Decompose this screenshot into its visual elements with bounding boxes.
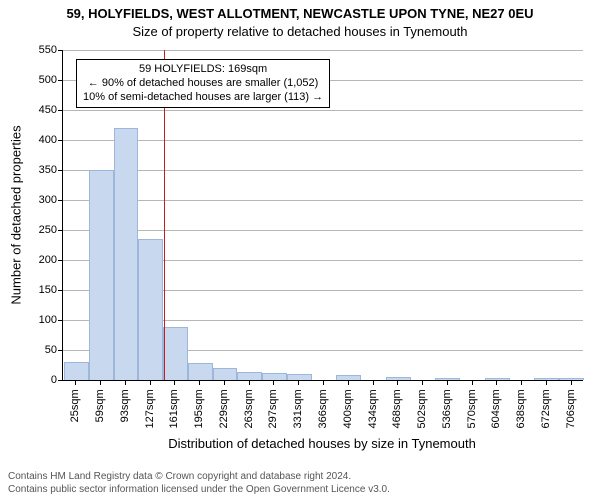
- y-tick-label: 250: [39, 224, 63, 236]
- x-tick-mark: [571, 380, 572, 385]
- x-tick-label: 25sqm: [69, 389, 81, 422]
- bar: [64, 362, 89, 380]
- x-tick-mark: [174, 380, 175, 385]
- gridline: [63, 50, 583, 51]
- bar: [114, 128, 139, 380]
- x-tick-label: 93sqm: [119, 389, 131, 422]
- x-tick-mark: [323, 380, 324, 385]
- x-tick-mark: [224, 380, 225, 385]
- x-tick-label: 706sqm: [565, 389, 577, 428]
- x-tick-mark: [373, 380, 374, 385]
- x-tick-label: 161sqm: [168, 389, 180, 428]
- x-tick-label: 127sqm: [144, 389, 156, 428]
- y-tick-label: 450: [39, 104, 63, 116]
- x-tick-mark: [298, 380, 299, 385]
- x-tick-mark: [150, 380, 151, 385]
- x-tick-mark: [447, 380, 448, 385]
- annotation-line: 59 HOLYFIELDS: 169sqm: [83, 63, 323, 77]
- x-tick-mark: [75, 380, 76, 385]
- gridline: [63, 110, 583, 111]
- x-tick-label: 331sqm: [292, 389, 304, 428]
- gridline: [63, 140, 583, 141]
- x-tick-label: 672sqm: [540, 389, 552, 428]
- x-tick-label: 604sqm: [490, 389, 502, 428]
- x-tick-label: 229sqm: [218, 389, 230, 428]
- y-tick-label: 0: [51, 374, 63, 386]
- x-tick-label: 263sqm: [243, 389, 255, 428]
- x-tick-label: 297sqm: [267, 389, 279, 428]
- bar: [188, 363, 213, 380]
- plot-area: 05010015020025030035040045050055025sqm59…: [62, 50, 583, 381]
- y-tick-label: 300: [39, 194, 63, 206]
- y-tick-label: 100: [39, 314, 63, 326]
- footer-line: Contains HM Land Registry data © Crown c…: [8, 471, 390, 484]
- x-axis-label: Distribution of detached houses by size …: [168, 436, 476, 451]
- y-tick-label: 500: [39, 74, 63, 86]
- x-tick-mark: [496, 380, 497, 385]
- bar: [163, 327, 188, 380]
- x-tick-label: 366sqm: [317, 389, 329, 428]
- x-tick-label: 570sqm: [466, 389, 478, 428]
- x-tick-mark: [348, 380, 349, 385]
- x-tick-mark: [100, 380, 101, 385]
- y-tick-label: 550: [39, 44, 63, 56]
- annotation-box: 59 HOLYFIELDS: 169sqm← 90% of detached h…: [76, 59, 330, 108]
- bar: [138, 239, 163, 380]
- x-tick-label: 468sqm: [391, 389, 403, 428]
- x-tick-mark: [546, 380, 547, 385]
- y-tick-label: 200: [39, 254, 63, 266]
- x-tick-mark: [397, 380, 398, 385]
- x-tick-label: 536sqm: [441, 389, 453, 428]
- x-tick-label: 195sqm: [193, 389, 205, 428]
- bar: [262, 373, 287, 380]
- bar: [213, 368, 238, 380]
- y-tick-label: 400: [39, 134, 63, 146]
- x-tick-mark: [472, 380, 473, 385]
- y-tick-label: 50: [45, 344, 63, 356]
- annotation-line: ← 90% of detached houses are smaller (1,…: [83, 77, 323, 91]
- gridline: [63, 200, 583, 201]
- y-axis-label: Number of detached properties: [9, 125, 24, 304]
- footer-text: Contains HM Land Registry data © Crown c…: [8, 471, 390, 496]
- x-tick-label: 59sqm: [94, 389, 106, 422]
- y-tick-label: 150: [39, 284, 63, 296]
- gridline: [63, 230, 583, 231]
- annotation-line: 10% of semi-detached houses are larger (…: [83, 91, 323, 105]
- x-tick-mark: [249, 380, 250, 385]
- chart-subtitle: Size of property relative to detached ho…: [0, 22, 600, 39]
- x-tick-label: 434sqm: [367, 389, 379, 428]
- x-tick-label: 638sqm: [515, 389, 527, 428]
- x-tick-mark: [273, 380, 274, 385]
- x-tick-mark: [521, 380, 522, 385]
- x-tick-label: 400sqm: [342, 389, 354, 428]
- x-tick-mark: [199, 380, 200, 385]
- bar: [89, 170, 114, 380]
- x-tick-label: 502sqm: [416, 389, 428, 428]
- gridline: [63, 170, 583, 171]
- footer-line: Contains public sector information licen…: [8, 484, 390, 497]
- chart-title: 59, HOLYFIELDS, WEST ALLOTMENT, NEWCASTL…: [0, 0, 600, 22]
- x-tick-mark: [422, 380, 423, 385]
- bar: [237, 372, 262, 380]
- y-tick-label: 350: [39, 164, 63, 176]
- x-tick-mark: [125, 380, 126, 385]
